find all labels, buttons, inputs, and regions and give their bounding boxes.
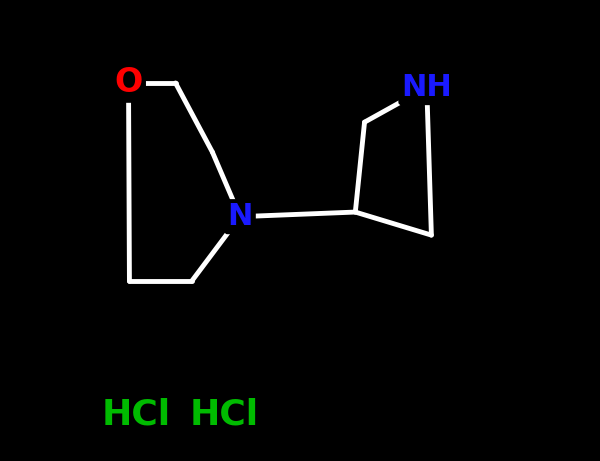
- Text: HCl: HCl: [190, 398, 259, 432]
- Text: NH: NH: [401, 73, 452, 102]
- Text: HCl: HCl: [102, 398, 171, 432]
- Text: O: O: [115, 66, 143, 100]
- Text: N: N: [227, 202, 253, 231]
